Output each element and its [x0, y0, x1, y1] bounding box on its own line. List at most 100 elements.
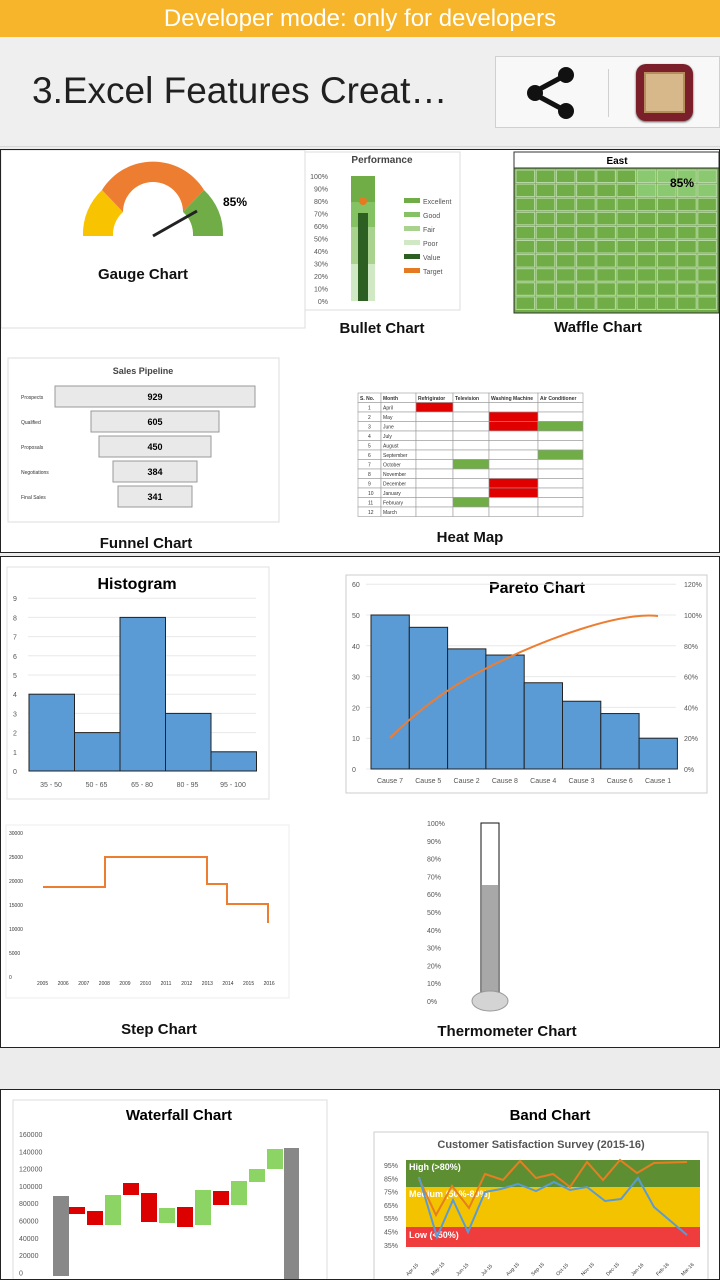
pareto-y2-tick: 0% [684, 767, 694, 774]
waffle-cell [515, 240, 536, 254]
waffle-cell [596, 282, 616, 296]
waterfall-chart: 160000 140000 120000 100000 80000 60000 40000 2… [19, 1132, 299, 1279]
waterfall-bar [231, 1181, 247, 1205]
bullet-axis: 100% 90% 80% 70% 60% 50% 40% 30% 20% 10% 0% [310, 174, 328, 306]
waterfall-y-tick: 160000 [19, 1132, 42, 1139]
funnel-value: 929 [147, 392, 162, 402]
bullet-legend-label: Fair [423, 227, 436, 234]
funnel-bar [90, 410, 220, 433]
bullet-legend: Excellent Good Fair Poor Value Target [404, 198, 451, 276]
app-bar: 3.Excel Features Creat… [0, 37, 720, 147]
waterfall-y-tick: 120000 [19, 1167, 42, 1174]
waffle-cell [596, 183, 616, 198]
waterfall-y-tick: 100000 [19, 1184, 42, 1191]
waffle-cell [656, 282, 677, 296]
waffle-cell [515, 225, 536, 240]
pareto-bar [408, 626, 449, 770]
funnel-bar [98, 435, 212, 458]
waffle-cell [535, 225, 556, 240]
histogram-y-tick: 9 [13, 596, 17, 603]
heat-cell [415, 487, 454, 498]
bullet-tick: 40% [314, 249, 328, 256]
bullet-tick: 60% [314, 224, 328, 231]
developer-mode-banner: Developer mode: only for developers [0, 0, 720, 37]
histogram-y-tick: 7 [13, 635, 17, 642]
heat-cell [488, 506, 539, 517]
pareto-y2-tick: 40% [684, 705, 698, 712]
heat-header: Month [383, 396, 398, 402]
waffle-cell [656, 254, 677, 268]
band-low-label: Low (<50%) [409, 1230, 459, 1240]
waffle-cell [515, 169, 536, 183]
waffle-cell [576, 254, 596, 268]
heat-cell [415, 497, 454, 508]
waffle-cell [515, 282, 536, 296]
bullet-tick: 0% [318, 299, 328, 306]
waffle-cell [515, 268, 536, 282]
funnel-title: Sales Pipeline [113, 366, 174, 376]
band-orange-series [418, 1158, 688, 1218]
waterfall-bar [69, 1207, 85, 1214]
histogram-category: 80 - 95 [177, 782, 199, 789]
chart-panel-one: 85% Gauge Chart Performance 100% 90% 80% 70… [0, 149, 720, 553]
waffle-cell [616, 282, 637, 296]
pareto-bar [600, 713, 640, 770]
heat-cell [537, 468, 584, 479]
pareto-category: Cause 7 [377, 778, 403, 785]
heat-month: July [383, 434, 392, 440]
heat-row-number: 12 [368, 510, 374, 516]
heat-cell [537, 487, 584, 498]
pareto-chart: 0 0% 10 20% 20 40% 30 60% 40 80% 50 100% 60 120% Cause… [352, 582, 702, 785]
waffle-cell [697, 282, 717, 296]
bullet-title: Performance [351, 155, 413, 166]
funnel-bar [117, 485, 193, 508]
heat-cell [452, 497, 490, 508]
waffle-cell [596, 225, 616, 240]
pareto-bar [562, 700, 602, 770]
waterfall-bar [105, 1195, 121, 1225]
waffle-cell [515, 254, 536, 268]
histogram-category: 50 - 65 [86, 782, 108, 789]
step-x-tick: 2009 [119, 981, 130, 987]
heat-cell [452, 421, 490, 432]
waffle-cell [555, 282, 576, 296]
step-x-tick: 2014 [222, 981, 233, 987]
page-title: 3.Excel Features Creat… [32, 70, 448, 111]
histogram-bar [74, 732, 121, 772]
step-x-tick: 2007 [78, 981, 89, 987]
thermometer-y-tick: 0% [427, 999, 437, 1006]
waffle-cell [677, 183, 697, 198]
waffle-cell [555, 183, 576, 198]
histogram-y-tick: 2 [13, 731, 17, 738]
band-medium [406, 1187, 700, 1227]
histogram-y-tick: 8 [13, 615, 17, 622]
heat-month: November [383, 472, 406, 478]
waffle-cell [555, 240, 576, 254]
heat-cell [415, 449, 454, 460]
pareto-y-tick: 20 [352, 705, 360, 712]
waffle-cell [636, 197, 657, 212]
gauge-value: 85% [223, 195, 247, 209]
funnel-bar [112, 460, 198, 483]
funnel-stage: Proposals [21, 445, 44, 451]
histogram-bar [28, 693, 75, 772]
pareto-y2-tick: 120% [684, 582, 702, 589]
band-chart: High (>80%) Medium (50%-80%) Low (<50%) 95%… [384, 1158, 700, 1277]
heat-cell [537, 440, 584, 451]
band-y-tick: 95% [384, 1163, 398, 1170]
pareto-bar [638, 737, 678, 770]
heat-header: Air Conditioner [540, 396, 576, 402]
step-y-tick: 20000 [9, 879, 23, 885]
share-icon[interactable] [521, 65, 581, 121]
waffle-cell [555, 225, 576, 240]
step-y-tick: 30000 [9, 831, 23, 837]
waffle-cell [697, 225, 717, 240]
waffle-title: East [606, 156, 628, 167]
pareto-title: Pareto Chart [489, 580, 586, 597]
waterfall-bar [53, 1196, 69, 1276]
pareto-y2-tick: 20% [684, 736, 698, 743]
waffle-cell [535, 296, 556, 310]
heat-cell [537, 497, 584, 508]
pareto-bar [447, 648, 487, 770]
app-icon[interactable] [636, 64, 693, 121]
